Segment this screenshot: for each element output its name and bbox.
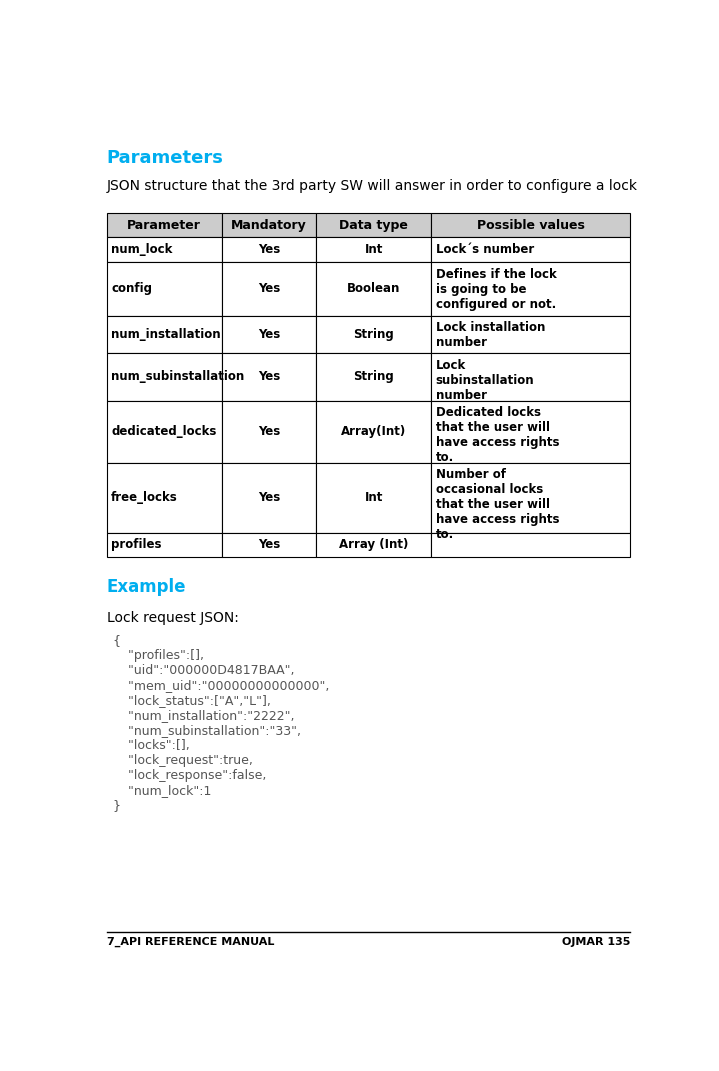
Bar <box>222 238 316 262</box>
Bar <box>222 352 316 401</box>
Text: Yes: Yes <box>258 243 280 256</box>
Text: Int: Int <box>365 243 383 256</box>
Bar <box>316 401 431 463</box>
Bar <box>106 238 222 262</box>
Bar <box>316 352 431 401</box>
Bar <box>431 262 631 316</box>
Bar <box>431 213 631 238</box>
Bar <box>106 532 222 557</box>
Text: profiles: profiles <box>111 539 162 552</box>
Bar <box>431 238 631 262</box>
Text: String: String <box>353 371 394 383</box>
Bar <box>316 238 431 262</box>
Bar <box>316 463 431 532</box>
Bar <box>106 352 222 401</box>
Bar <box>106 213 222 238</box>
Text: Lock request JSON:: Lock request JSON: <box>106 610 239 625</box>
Bar <box>106 401 222 463</box>
Bar <box>316 532 431 557</box>
Bar <box>106 463 222 532</box>
Bar <box>222 262 316 316</box>
Bar <box>222 213 316 238</box>
Bar <box>431 463 631 532</box>
Text: Yes: Yes <box>258 283 280 296</box>
Text: Array(Int): Array(Int) <box>341 425 406 438</box>
Text: Parameter: Parameter <box>127 218 201 231</box>
Bar <box>431 352 631 401</box>
Text: num_lock: num_lock <box>111 243 173 256</box>
Text: Lock installation
number: Lock installation number <box>436 321 545 349</box>
Bar <box>222 532 316 557</box>
Bar <box>222 316 316 352</box>
Text: Defines if the lock
is going to be
configured or not.: Defines if the lock is going to be confi… <box>436 268 557 311</box>
Bar <box>316 316 431 352</box>
Text: Lock
subinstallation
number: Lock subinstallation number <box>436 359 534 402</box>
Text: Possible values: Possible values <box>477 218 585 231</box>
Text: Yes: Yes <box>258 425 280 438</box>
Text: Boolean: Boolean <box>347 283 400 296</box>
Text: OJMAR 135: OJMAR 135 <box>562 937 631 947</box>
Text: free_locks: free_locks <box>111 492 178 504</box>
Bar <box>431 532 631 557</box>
Text: num_installation: num_installation <box>111 328 221 341</box>
Text: Mandatory: Mandatory <box>231 218 307 231</box>
Bar <box>431 401 631 463</box>
Bar <box>106 316 222 352</box>
Text: Yes: Yes <box>258 371 280 383</box>
Text: Array (Int): Array (Int) <box>339 539 408 552</box>
Text: JSON structure that the 3rd party SW will answer in order to configure a lock: JSON structure that the 3rd party SW wil… <box>106 179 638 193</box>
Text: dedicated_locks: dedicated_locks <box>111 425 216 438</box>
Bar <box>431 316 631 352</box>
Text: {
    "profiles":[],
    "uid":"000000D4817BAA",
    "mem_uid":"00000000000000",: { "profiles":[], "uid":"000000D4817BAA",… <box>112 634 329 812</box>
Bar <box>316 262 431 316</box>
Text: 7_API REFERENCE MANUAL: 7_API REFERENCE MANUAL <box>106 937 274 947</box>
Text: Example: Example <box>106 578 186 595</box>
Bar <box>316 213 431 238</box>
Text: Lock´s number: Lock´s number <box>436 243 534 256</box>
Bar <box>222 463 316 532</box>
Text: Int: Int <box>365 492 383 504</box>
Text: Number of
occasional locks
that the user will
have access rights
to.: Number of occasional locks that the user… <box>436 468 559 541</box>
Text: config: config <box>111 283 152 296</box>
Text: Dedicated locks
that the user will
have access rights
to.: Dedicated locks that the user will have … <box>436 406 559 465</box>
Text: Parameters: Parameters <box>106 149 224 167</box>
Text: String: String <box>353 328 394 341</box>
Text: Yes: Yes <box>258 492 280 504</box>
Bar <box>106 262 222 316</box>
Text: Yes: Yes <box>258 328 280 341</box>
Text: Yes: Yes <box>258 539 280 552</box>
Text: Data type: Data type <box>339 218 408 231</box>
Text: num_subinstallation: num_subinstallation <box>111 371 244 383</box>
Bar <box>222 401 316 463</box>
